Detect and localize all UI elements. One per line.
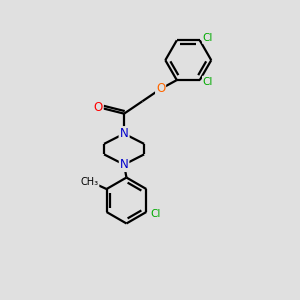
Text: N: N: [120, 158, 128, 171]
Text: CH₃: CH₃: [80, 177, 98, 187]
Text: N: N: [120, 127, 128, 140]
Text: Cl: Cl: [150, 209, 160, 219]
Text: O: O: [94, 101, 103, 114]
Text: N: N: [120, 127, 128, 140]
Text: Cl: Cl: [203, 76, 213, 87]
Text: Cl: Cl: [203, 33, 213, 43]
Text: O: O: [156, 82, 165, 95]
